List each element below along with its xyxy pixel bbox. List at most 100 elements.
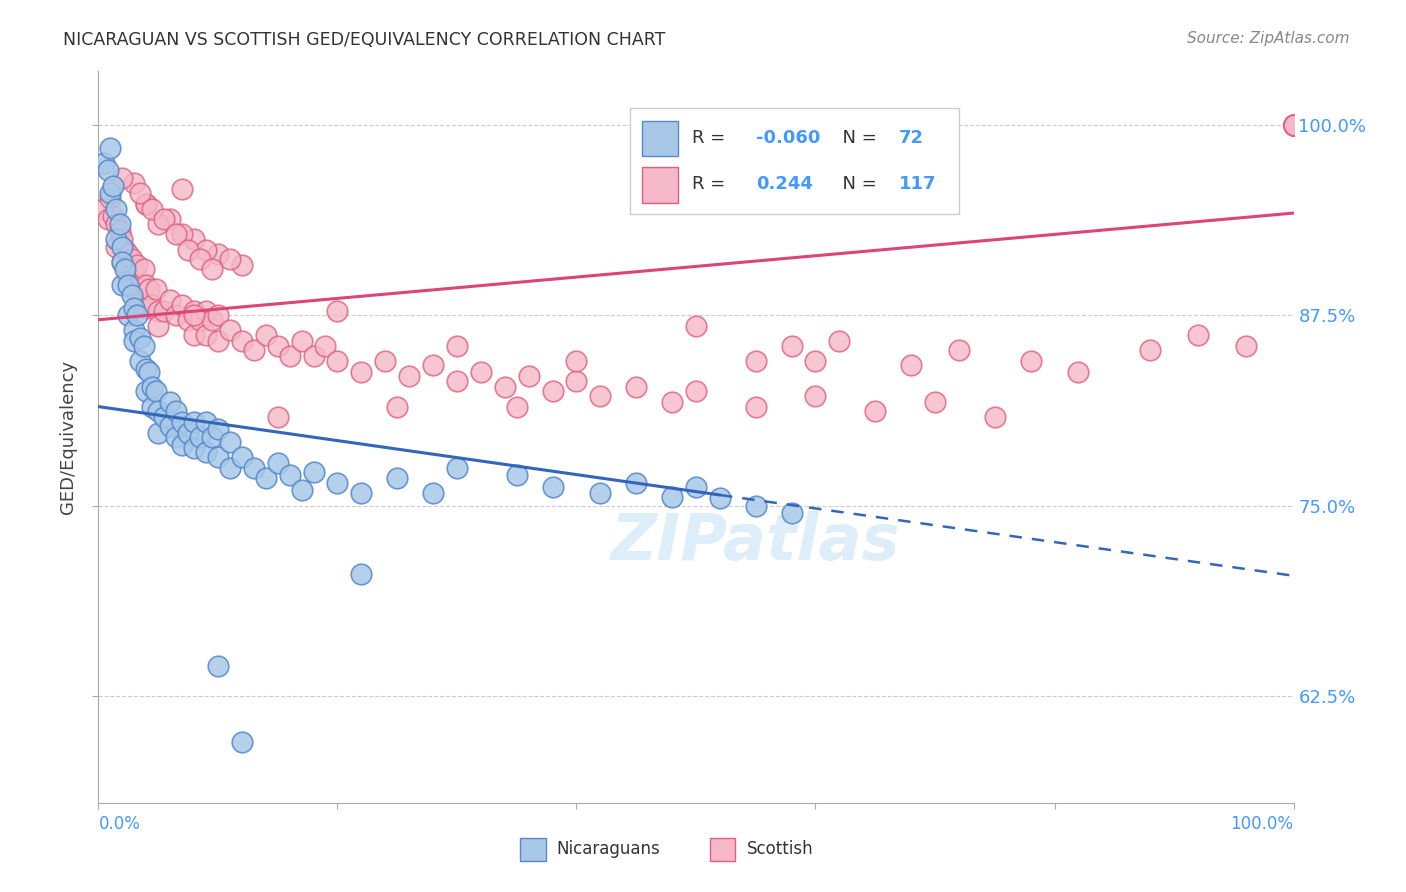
Point — [188, 312, 211, 326]
Point — [207, 308, 229, 322]
Text: Nicaraguans: Nicaraguans — [557, 840, 661, 858]
Point — [105, 217, 128, 231]
Point — [231, 334, 253, 348]
Point — [98, 140, 122, 154]
Point — [195, 243, 218, 257]
Point — [385, 400, 409, 414]
Point — [254, 328, 277, 343]
Point — [121, 252, 143, 266]
Point — [231, 450, 253, 464]
Point — [97, 212, 120, 227]
Point — [125, 308, 148, 322]
Point — [1282, 118, 1305, 132]
Point — [148, 318, 170, 333]
Point — [124, 323, 146, 337]
Point — [267, 410, 290, 425]
Point — [231, 735, 253, 749]
Point — [124, 176, 146, 190]
Point — [661, 490, 683, 504]
Bar — [643, 168, 678, 202]
Point — [98, 186, 122, 201]
Point — [1282, 118, 1305, 132]
Point — [141, 400, 163, 414]
Point — [201, 312, 224, 326]
Point — [117, 270, 139, 285]
Point — [828, 334, 851, 348]
FancyBboxPatch shape — [630, 108, 959, 214]
Point — [124, 301, 146, 315]
Point — [124, 262, 146, 277]
Point — [315, 338, 337, 352]
Point — [159, 419, 181, 434]
Bar — [643, 120, 678, 156]
Text: 72: 72 — [900, 128, 924, 146]
Point — [129, 354, 152, 368]
Point — [685, 384, 707, 399]
Point — [101, 178, 124, 193]
Point — [148, 303, 170, 318]
Point — [159, 212, 181, 227]
Point — [153, 212, 176, 227]
Point — [1282, 118, 1305, 132]
Point — [291, 483, 314, 498]
Text: N =: N = — [831, 176, 883, 194]
Point — [207, 658, 229, 673]
Point — [177, 312, 200, 326]
Point — [135, 384, 157, 399]
Point — [195, 328, 218, 343]
Point — [177, 425, 200, 440]
Point — [141, 202, 163, 216]
Point — [145, 282, 167, 296]
Point — [135, 301, 157, 315]
Point — [302, 349, 325, 363]
Point — [121, 288, 143, 302]
Point — [278, 468, 301, 483]
Point — [195, 445, 218, 459]
Point — [1282, 118, 1305, 132]
Point — [172, 297, 194, 311]
Point — [385, 471, 409, 485]
Point — [153, 410, 176, 425]
Point — [326, 354, 349, 368]
Text: ZIPatlas: ZIPatlas — [612, 511, 900, 574]
Point — [745, 354, 768, 368]
Point — [1282, 118, 1305, 132]
Point — [207, 334, 229, 348]
Point — [98, 191, 122, 205]
Point — [302, 465, 325, 479]
Point — [207, 247, 229, 261]
Point — [105, 239, 128, 253]
Point — [183, 303, 205, 318]
Text: 117: 117 — [900, 176, 936, 194]
Point — [188, 252, 211, 266]
Point — [278, 349, 301, 363]
Point — [948, 343, 970, 358]
Point — [183, 328, 205, 343]
Point — [145, 384, 167, 399]
Point — [1282, 118, 1305, 132]
Point — [129, 186, 152, 201]
Point — [565, 354, 588, 368]
Point — [111, 239, 134, 253]
Point — [1139, 343, 1161, 358]
Point — [111, 255, 134, 269]
Text: R =: R = — [692, 176, 731, 194]
Point — [745, 400, 768, 414]
Point — [254, 471, 277, 485]
Point — [685, 318, 707, 333]
Point — [207, 450, 229, 464]
Text: 100.0%: 100.0% — [1230, 815, 1294, 833]
Point — [267, 338, 290, 352]
Point — [470, 365, 492, 379]
Point — [422, 359, 444, 373]
Point — [97, 163, 120, 178]
Point — [1019, 354, 1042, 368]
Point — [108, 224, 131, 238]
Point — [506, 400, 529, 414]
Point — [589, 389, 612, 403]
Point — [924, 395, 946, 409]
Point — [219, 323, 242, 337]
Point — [1282, 118, 1305, 132]
Point — [183, 232, 205, 246]
Point — [1282, 118, 1305, 132]
